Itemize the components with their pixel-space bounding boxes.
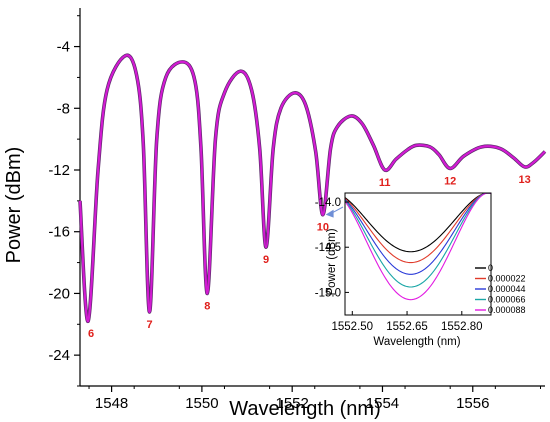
- legend-label: 0: [488, 263, 493, 273]
- legend-label: 0.000066: [488, 295, 526, 305]
- inset-x-axis-label: Wavelength (nm): [373, 336, 460, 348]
- main-y-tick-label: -4: [57, 39, 70, 56]
- main-y-tick-label: -16: [48, 224, 70, 241]
- main-y-tick-label: -12: [48, 162, 70, 179]
- main-series-line: [78, 54, 546, 323]
- dip-label: 11: [379, 177, 391, 189]
- main-y-axis-label: Power (dBm): [3, 147, 25, 264]
- dip-label: 8: [204, 300, 210, 312]
- inset-series-line: [345, 193, 491, 275]
- inset-x-tick-label: 1552.80: [441, 321, 483, 333]
- inset-series-group: [345, 193, 491, 301]
- dip-label: 6: [88, 328, 94, 340]
- main-x-tick-label: 1556: [456, 395, 489, 412]
- legend-label: 0.000088: [488, 305, 526, 315]
- inset-series-line: [345, 193, 491, 253]
- inset-y-axis-label: Power (dBm): [326, 228, 338, 295]
- inset-y-tick-label: -15.0: [315, 287, 341, 299]
- inset-frame: [344, 192, 492, 316]
- inset-arrow-head: [325, 209, 334, 218]
- main-x-tick-label: 1550: [185, 395, 218, 412]
- inset-background: [345, 193, 491, 315]
- main-x-tick-label: 1548: [95, 395, 128, 412]
- legend-label: 0.000044: [488, 284, 526, 294]
- main-series-group: [78, 53, 547, 324]
- main-y-tick-label: -8: [57, 100, 70, 117]
- main-ticks: 1548 1550 1552 1554 1556 -4 -8 -12 -16 -20 -24: [48, 15, 541, 412]
- inset-series-line: [345, 193, 491, 301]
- inset-series-line: [345, 193, 491, 264]
- dip-label: 10: [317, 222, 329, 234]
- inset-y-tick-label: -14.5: [315, 242, 341, 254]
- inset-ticks: 1552.50 1552.65 1552.80 -14.0 -14.5 -15.0: [315, 197, 483, 333]
- dip-label: 12: [444, 175, 456, 187]
- dip-label: 13: [519, 174, 531, 186]
- main-y-tick-label: -20: [48, 285, 70, 302]
- main-y-tick-label: -24: [48, 347, 70, 364]
- legend-label: 0.000022: [488, 274, 526, 284]
- dip-label: 9: [263, 254, 269, 266]
- inset-y-tick-label: -14.0: [315, 197, 341, 209]
- inset-x-tick-label: 1552.50: [332, 321, 374, 333]
- dip-label: 7: [146, 319, 152, 331]
- main-annotations: 6 7 8 9 10 11 12 13: [88, 174, 531, 340]
- main-x-tick-label: 1552: [275, 395, 308, 412]
- inset-x-tick-label: 1552.65: [386, 321, 428, 333]
- main-x-axis-label: Wavelength (nm): [229, 398, 381, 420]
- inset-series-line: [345, 193, 491, 288]
- main-x-tick-label: 1554: [366, 395, 399, 412]
